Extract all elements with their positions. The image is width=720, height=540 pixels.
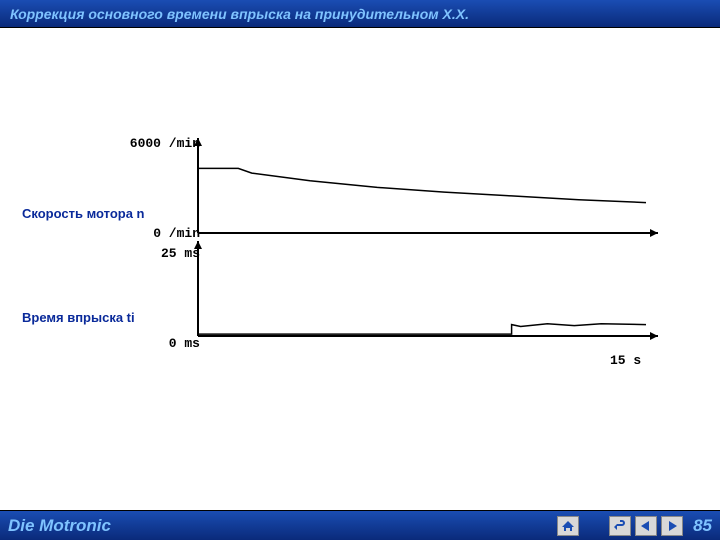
page-title: Коррекция основного времени впрыска на п…: [10, 6, 469, 22]
nav-home-button[interactable]: [557, 516, 579, 536]
injection-time-label: Время впрыска ti: [22, 310, 135, 325]
return-icon: [613, 520, 627, 532]
header-bar: Коррекция основного времени впрыска на п…: [0, 0, 720, 28]
prev-icon: [639, 520, 653, 532]
motor-speed-label: Скорость мотора n: [22, 206, 145, 221]
bot-ymin-label: 0 ms: [169, 336, 200, 351]
nav-prev-button[interactable]: [635, 516, 657, 536]
top-ymin-label: 0 /min: [153, 226, 200, 241]
chart-area: 6000 /min 0 /min 25 ms 0 ms 15 s: [190, 138, 670, 398]
footer-bar: Die Motronic 85: [0, 510, 720, 540]
bot-xmax-label: 15 s: [610, 353, 641, 368]
top-ymax-label: 6000 /min: [130, 136, 200, 151]
nav-next-button[interactable]: [661, 516, 683, 536]
chart-svg: [190, 138, 670, 378]
content-area: Скорость мотора n Время впрыска ti 6000 …: [0, 28, 720, 510]
home-icon: [561, 520, 575, 532]
footer-brand: Die Motronic: [8, 516, 111, 536]
footer-nav: 85: [557, 516, 712, 536]
page-number: 85: [693, 516, 712, 536]
nav-return-button[interactable]: [609, 516, 631, 536]
next-icon: [665, 520, 679, 532]
bot-ymax-label: 25 ms: [161, 246, 200, 261]
